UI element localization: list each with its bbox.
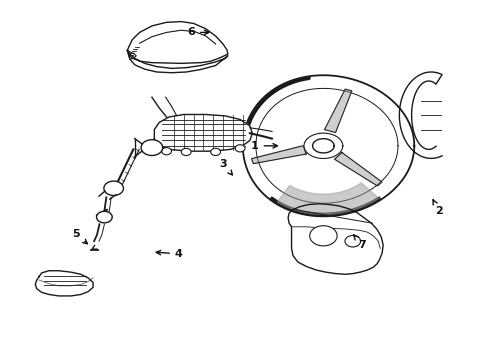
- Circle shape: [345, 235, 361, 247]
- Circle shape: [181, 148, 191, 156]
- Circle shape: [97, 211, 112, 223]
- Polygon shape: [324, 89, 352, 132]
- Circle shape: [141, 140, 163, 156]
- Circle shape: [162, 148, 172, 155]
- Polygon shape: [243, 75, 415, 216]
- Text: 1: 1: [251, 141, 277, 151]
- Circle shape: [310, 226, 337, 246]
- Circle shape: [211, 148, 220, 156]
- Polygon shape: [251, 146, 306, 164]
- Polygon shape: [35, 271, 93, 296]
- Text: 7: 7: [354, 235, 367, 250]
- Polygon shape: [288, 204, 383, 274]
- Text: 3: 3: [219, 159, 232, 175]
- Polygon shape: [277, 183, 379, 214]
- Text: 5: 5: [72, 229, 87, 244]
- Text: 2: 2: [433, 200, 442, 216]
- Text: 4: 4: [156, 249, 183, 259]
- Text: 6: 6: [187, 27, 209, 37]
- Polygon shape: [154, 114, 252, 151]
- Circle shape: [104, 181, 123, 195]
- Polygon shape: [335, 153, 382, 186]
- Polygon shape: [127, 50, 228, 73]
- Polygon shape: [127, 22, 228, 63]
- Polygon shape: [399, 72, 442, 158]
- Polygon shape: [313, 139, 334, 153]
- Polygon shape: [304, 133, 343, 158]
- Circle shape: [235, 145, 245, 152]
